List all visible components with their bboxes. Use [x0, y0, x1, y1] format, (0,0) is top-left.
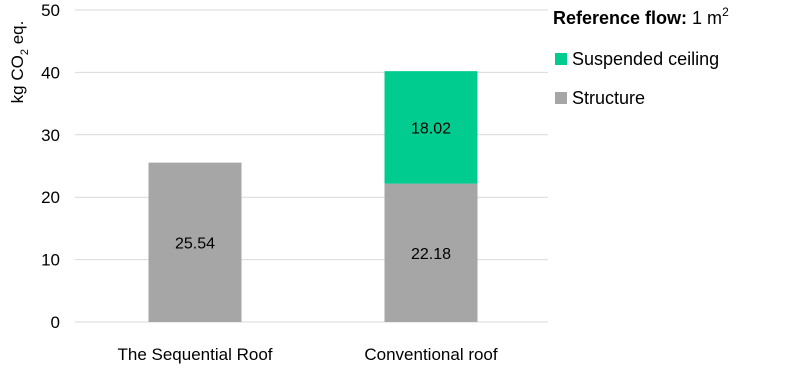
y-tick-label: 40: [41, 63, 60, 82]
y-axis-label: kg CO2 eq.: [8, 21, 31, 104]
legend: Suspended ceiling Structure: [555, 49, 719, 108]
y-tick-label: 0: [51, 313, 60, 332]
data-labels: 25.54 22.18 18.02: [175, 120, 451, 262]
data-label: 25.54: [175, 235, 215, 252]
reference-flow-superscript: 2: [722, 5, 729, 19]
y-axis-label-suffix: eq.: [8, 21, 27, 49]
y-tick-label: 20: [41, 188, 60, 207]
reference-flow-text: Reference flow: 1 m2: [553, 5, 729, 28]
legend-swatch-structure: [555, 92, 567, 104]
x-tick-label: The Sequential Roof: [118, 345, 273, 364]
x-tick-label: Conventional roof: [364, 345, 498, 364]
reference-flow-label: Reference flow:: [553, 8, 687, 28]
bars: [148, 71, 478, 322]
reference-flow-value: 1 m: [687, 8, 722, 28]
bar-structure-0: [148, 162, 242, 322]
data-label: 22.18: [411, 246, 451, 263]
x-tick-labels: The Sequential Roof Conventional roof: [118, 345, 498, 364]
y-tick-label: 50: [41, 1, 60, 20]
y-axis-label-subscript: 2: [19, 49, 31, 55]
legend-swatch-suspended-ceiling: [555, 53, 567, 65]
y-tick-label: 30: [41, 126, 60, 145]
legend-label: Suspended ceiling: [572, 49, 719, 69]
data-label: 18.02: [411, 120, 451, 137]
bar-suspended-ceiling-1: [384, 71, 478, 184]
legend-label: Structure: [572, 88, 645, 108]
y-tick-label: 10: [41, 251, 60, 270]
y-tick-labels: 0 10 20 30 40 50: [41, 1, 60, 332]
bar-structure-1: [384, 183, 478, 322]
y-axis-label-main: kg CO: [8, 55, 27, 103]
